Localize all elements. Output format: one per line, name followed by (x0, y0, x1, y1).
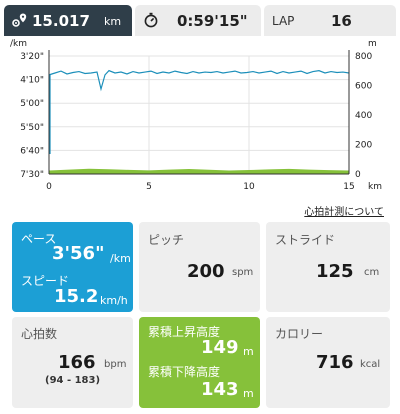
calories-unit: kcal (360, 359, 381, 370)
stopwatch-icon (143, 12, 159, 28)
pace-label: ペース (21, 232, 57, 246)
route-icon (12, 12, 28, 28)
heart-rate-card[interactable]: 心拍数 166 bpm (94 - 183) (12, 317, 133, 408)
heart-rate-range: (94 - 183) (45, 375, 101, 386)
heart-rate-value: 166 (58, 352, 96, 373)
altitude-card[interactable]: 累積上昇高度 149 m 累積下降高度 143 m (139, 317, 260, 408)
pace-line (48, 69, 350, 92)
pitch-unit: spm (232, 267, 254, 278)
x-tick-label: 5 (146, 182, 152, 192)
distance-value: 15.017 (32, 12, 90, 30)
ascent-unit: m (243, 345, 254, 358)
pace-value: 3'56" (52, 243, 105, 264)
calories-label: カロリー (275, 327, 324, 341)
time-value: 0:59'15" (177, 12, 248, 30)
stride-unit: cm (364, 267, 380, 278)
x-axis-unit: km (368, 182, 382, 192)
x-tick-label: 0 (46, 182, 52, 192)
pace-tick-label: 5'50" (20, 123, 44, 133)
descent-unit: m (243, 387, 254, 400)
summary-bar: 15.017 km 0:59'15" LAP 16 (0, 0, 400, 36)
speed-value: 15.2 (54, 286, 99, 307)
heart-rate-label: 心拍数 (21, 327, 58, 341)
left-axis-unit: /km (10, 39, 27, 49)
ascent-label: 累積上昇高度 (148, 325, 221, 339)
altitude-tick-label: 600 (355, 82, 372, 92)
calories-value: 716 (316, 352, 354, 373)
altitude-tick-label: 400 (355, 111, 372, 121)
distance-unit: km (104, 15, 122, 28)
pace-tick-label: 4'10" (20, 76, 44, 86)
ascent-value: 149 (201, 337, 239, 358)
pitch-value: 200 (187, 261, 225, 282)
pitch-card[interactable]: ピッチ 200 spm (139, 222, 260, 312)
chart-canvas: /km m km 3'20" 4'10" 5'00" 5'50" 6'40" 7'30" 800 6… (10, 39, 382, 192)
pace-tick-label: 5'00" (20, 99, 44, 109)
tab-distance[interactable]: 15.017 km (4, 5, 132, 36)
stride-label: ストライド (275, 233, 336, 247)
stride-card[interactable]: ストライド 125 cm (266, 222, 390, 312)
altitude-tick-label: 200 (355, 141, 372, 151)
x-tick-label: 15 (343, 182, 354, 192)
right-axis-unit: m (368, 39, 377, 49)
tab-time[interactable]: 0:59'15" (135, 5, 261, 36)
calories-card[interactable]: カロリー 716 kcal (266, 317, 390, 408)
pitch-label: ピッチ (148, 233, 185, 247)
speed-label: スピード (21, 274, 70, 288)
heart-rate-unit: bpm (104, 359, 127, 370)
descent-value: 143 (201, 379, 239, 400)
pace-unit: /km (110, 252, 131, 265)
pace-tick-label: 7'30" (20, 170, 44, 180)
pace-tick-label: 3'20" (20, 52, 44, 62)
tab-lap[interactable]: LAP 16 (264, 5, 396, 36)
speed-unit: km/h (100, 294, 128, 307)
stride-value: 125 (316, 261, 354, 282)
pace-speed-card[interactable]: ペース 3'56" /km スピード 15.2 km/h (12, 222, 133, 312)
heart-rate-info-link[interactable]: 心拍計測について (304, 207, 384, 218)
pace-altitude-chart: /km m km 3'20" 4'10" 5'00" 5'50" 6'40" 7'30" 800 6… (0, 36, 400, 196)
altitude-tick-label: 800 (355, 52, 372, 62)
pace-tick-label: 6'40" (20, 146, 44, 156)
x-tick-label: 10 (243, 182, 255, 192)
lap-value: 16 (331, 12, 352, 30)
altitude-area (49, 168, 349, 174)
altitude-tick-label: 0 (355, 170, 361, 180)
lap-label: LAP (272, 14, 295, 28)
descent-label: 累積下降高度 (148, 365, 221, 379)
